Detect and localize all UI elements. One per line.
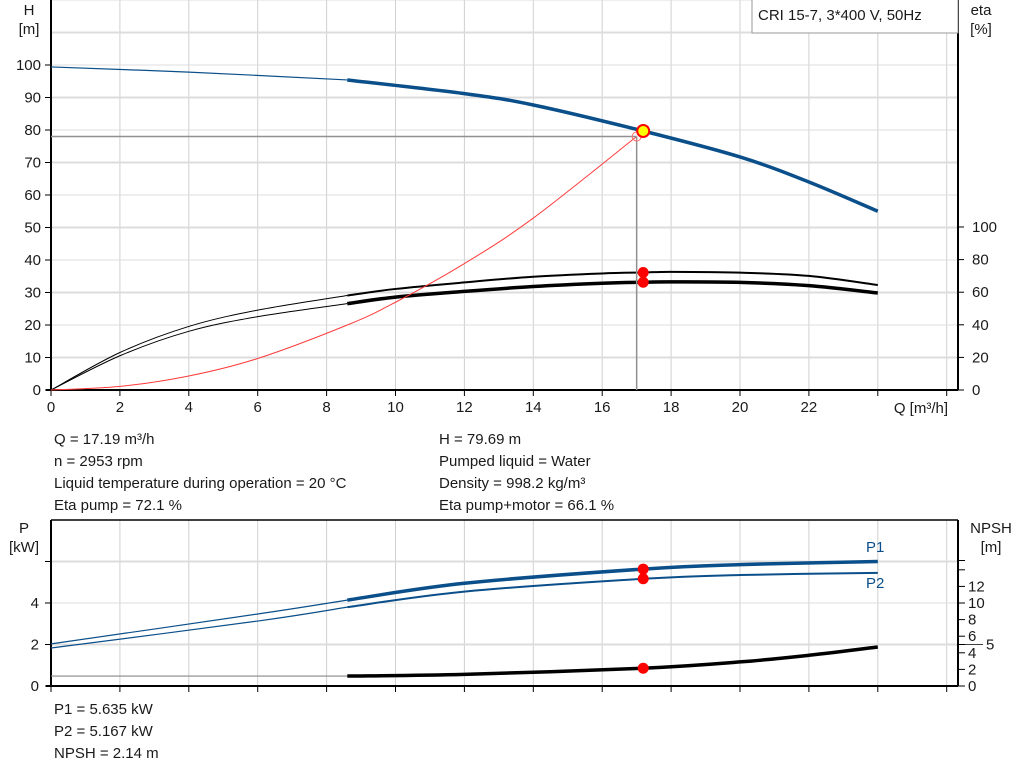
npsh-tick-label: 2 [968, 661, 976, 678]
q-tick-label: 6 [254, 399, 262, 416]
eta-tick-label: 80 [972, 252, 989, 269]
eta-axis-unit: [%] [970, 21, 992, 38]
h-tick-label: 50 [24, 220, 41, 237]
npsh-axis-unit: [m] [981, 539, 1002, 556]
eta-axis-label: eta [971, 2, 993, 19]
npsh-tick-label: 6 [968, 628, 976, 645]
eta-pump-motor-curve [347, 280, 878, 306]
h-tick-label: 10 [24, 350, 41, 367]
q-tick-label: 12 [456, 399, 473, 416]
q-tick-label: 22 [801, 399, 818, 416]
eta-tick-label: 40 [972, 317, 989, 334]
head-efficiency-chart: 0 10 20 30 40 50 60 70 80 90 100 0 20 40 60 80 100 0 2 4 6 8 1… [16, 0, 997, 416]
p1-series-label: P1 [866, 539, 884, 556]
p2-series-label: P2 [866, 575, 884, 592]
q-tick-label: 18 [663, 399, 680, 416]
info-p1: P1 = 5.635 kW [54, 701, 153, 718]
eta-pump-motor-curve-extended [50, 303, 348, 391]
h-axis-unit: [m] [19, 21, 40, 38]
info-eta-pump: Eta pump = 72.1 % [54, 497, 182, 514]
q-tick-label: 20 [732, 399, 749, 416]
h-tick-label: 70 [24, 155, 41, 172]
npsh-curve [347, 645, 879, 678]
duty-point-marker [636, 124, 651, 139]
eta-pump-curve [347, 270, 878, 297]
h-tick-label: 100 [16, 57, 41, 74]
info-npsh: NPSH = 2.14 m [54, 745, 159, 762]
npsh-duty-marker [637, 662, 649, 674]
q-tick-label: 2 [116, 399, 124, 416]
H-curve [347, 78, 879, 213]
q-tick-label: 4 [185, 399, 193, 416]
info-liquid: Pumped liquid = Water [439, 453, 591, 470]
eta-tick-label: 60 [972, 284, 989, 301]
p-axis-unit: [kW] [9, 539, 39, 556]
h-tick-label: 60 [24, 187, 41, 204]
npsh-tick-label: 0 [968, 678, 976, 695]
chart-title: CRI 15-7, 3*400 V, 50Hz [758, 7, 922, 24]
q-tick-label: 16 [594, 399, 611, 416]
h-axis-label: H [24, 2, 35, 19]
npsh-tick-label: 8 [968, 612, 976, 629]
info-p2: P2 = 5.167 kW [54, 723, 153, 740]
info-eta-pump-motor: Eta pump+motor = 66.1 % [439, 497, 615, 514]
q-tick-label: 14 [525, 399, 542, 416]
npsh-tick-label: 5 [986, 637, 994, 654]
p1-duty-marker [637, 563, 649, 575]
duty-info-right: H = 79.69 m Pumped liquid = Water Densit… [439, 429, 614, 517]
eta-pump-motor-duty-marker [637, 276, 649, 288]
p2-curve-extended [50, 606, 348, 649]
p1-curve-extended [50, 599, 348, 645]
npsh-axis-label: NPSH [970, 520, 1012, 537]
info-density: Density = 998.2 kg/m³ [439, 475, 586, 492]
duty-info-left: Q = 17.19 m³/h n = 2953 rpm Liquid tempe… [54, 429, 346, 517]
p2-duty-marker [637, 573, 649, 585]
h-tick-label: 30 [24, 285, 41, 302]
power-info: P1 = 5.635 kW P2 = 5.167 kW NPSH = 2.14 … [54, 699, 159, 765]
info-temperature: Liquid temperature during operation = 20… [54, 475, 347, 492]
p2-curve [347, 571, 878, 609]
h-tick-label: 80 [24, 122, 41, 139]
p-axis-label: P [19, 520, 29, 537]
q-tick-label: 10 [387, 399, 404, 416]
h-tick-label: 0 [33, 382, 41, 399]
h-tick-label: 40 [24, 252, 41, 269]
q-tick-label: 0 [47, 399, 55, 416]
H-curve-extended [50, 66, 348, 81]
info-head: H = 79.69 m [439, 431, 522, 448]
system-curve [50, 136, 637, 391]
q-axis-label: Q [m³/h] [894, 400, 948, 417]
eta-pump-duty-marker [637, 266, 649, 278]
p-tick-label: 0 [31, 678, 39, 695]
h-tick-label: 90 [24, 90, 41, 107]
npsh-tick-label: 4 [968, 645, 976, 662]
info-flow: Q = 17.19 m³/h [54, 431, 155, 448]
eta-tick-label: 100 [972, 219, 997, 236]
h-tick-label: 20 [24, 317, 41, 334]
p-tick-label: 4 [31, 595, 39, 612]
eta-pump-curve-extended [50, 294, 348, 391]
p-tick-label: 2 [31, 637, 39, 654]
q-tick-label: 8 [322, 399, 330, 416]
title-box: CRI 15-7, 3*400 V, 50Hz [751, 0, 959, 34]
eta-tick-label: 20 [972, 349, 989, 366]
info-speed: n = 2953 rpm [54, 453, 143, 470]
npsh-tick-label: 10 [968, 595, 985, 612]
npsh-tick-label: 12 [968, 578, 985, 595]
eta-tick-label: 0 [972, 382, 980, 399]
